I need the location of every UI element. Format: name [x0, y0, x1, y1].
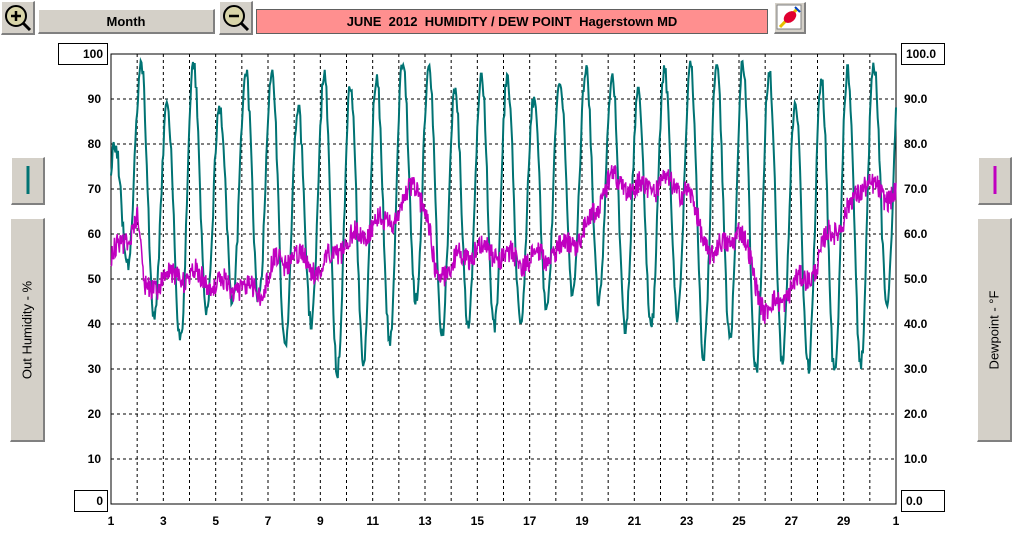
y-right-tick-label: 40.0: [904, 317, 928, 331]
plot-frame: [110, 53, 897, 505]
y-left-tick-label: 30: [88, 362, 102, 376]
x-tick-label: 19: [575, 514, 589, 528]
x-tick-label: 23: [680, 514, 694, 528]
y-right-top-label: 100.0: [901, 43, 945, 65]
humidity-legend-swatch: [26, 166, 30, 194]
x-tick-label: 29: [837, 514, 851, 528]
y-left-tick-label: 70: [88, 182, 102, 196]
y-right-tick-label: 30.0: [904, 362, 928, 376]
x-tick-label: 5: [212, 514, 219, 528]
series-humidity-line: [110, 57, 897, 379]
dewpoint-legend-button[interactable]: [978, 157, 1012, 205]
x-tick-label: 9: [317, 514, 324, 528]
x-tick-label: 3: [160, 514, 167, 528]
y-left-tick-label: 50: [88, 272, 102, 286]
y-right-ticks: 90.0 80.0 70.0 60.0 50.0 40.0 30.0 20.0 10.0: [904, 92, 928, 466]
y-left-top-label: 100: [58, 43, 108, 65]
zoom-out-button[interactable]: [219, 1, 253, 35]
x-tick-label: 27: [785, 514, 799, 528]
y-right-tick-label: 80.0: [904, 137, 928, 151]
y-right-tick-label: 20.0: [904, 407, 928, 421]
y-left-tick-label: 40: [88, 317, 102, 331]
x-tick-label: 7: [265, 514, 272, 528]
x-tick-label: 17: [523, 514, 537, 528]
y-left-tick-label: 10: [88, 452, 102, 466]
x-tick-label: 1: [893, 514, 900, 528]
y-left-tick-label: 20: [88, 407, 102, 421]
y-right-tick-label: 60.0: [904, 227, 928, 241]
humidity-axis-button[interactable]: Out Humidity - %: [10, 218, 45, 442]
x-ticks: 1 3 5 7 9 11 13 15 17 19 21 23 25 27 29 1: [108, 514, 900, 528]
y-right-tick-label: 70.0: [904, 182, 928, 196]
x-tick-label: 25: [732, 514, 746, 528]
y-right-tick-label: 90.0: [904, 92, 928, 106]
series-dewpoint-line: [110, 165, 897, 324]
x-tick-label: 13: [418, 514, 432, 528]
x-tick-label: 21: [628, 514, 642, 528]
x-tick-label: 1: [108, 514, 115, 528]
x-tick-label: 15: [471, 514, 485, 528]
y-right-tick-label: 50.0: [904, 272, 928, 286]
y-left-ticks: 90 80 70 60 50 40 30 20 10: [88, 92, 102, 466]
zoom-in-button[interactable]: [1, 1, 35, 35]
y-left-tick-label: 90: [88, 92, 102, 106]
humidity-legend-button[interactable]: [11, 157, 45, 205]
y-left-tick-label: 80: [88, 137, 102, 151]
color-tool-icon: [776, 4, 802, 30]
zoom-out-icon: [222, 5, 249, 32]
y-right-bottom-label: 0.0: [901, 490, 945, 512]
dewpoint-axis-button[interactable]: Dewpoint - °F: [977, 218, 1012, 442]
dewpoint-legend-swatch: [993, 166, 997, 194]
period-selector-button[interactable]: Month: [38, 9, 215, 34]
zoom-in-icon: [4, 5, 31, 32]
chart-title: JUNE 2012 HUMIDITY / DEW POINT Hagerstow…: [256, 9, 768, 34]
color-tool-button[interactable]: [774, 2, 806, 34]
x-tick-label: 11: [366, 514, 379, 528]
y-right-tick-label: 10.0: [904, 452, 928, 466]
y-left-tick-label: 60: [88, 227, 102, 241]
y-left-bottom-label: 0: [74, 490, 108, 512]
